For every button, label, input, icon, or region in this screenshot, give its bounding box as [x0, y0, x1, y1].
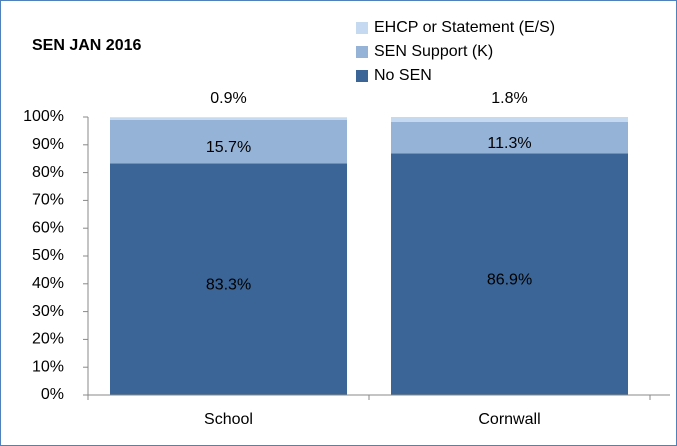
bar-segment [391, 122, 628, 154]
chart-title: SEN JAN 2016 [32, 37, 141, 54]
legend-label: SEN Support (K) [374, 43, 493, 60]
legend-label: EHCP or Statement (E/S) [374, 19, 555, 36]
y-tick-label: 70% [32, 192, 64, 209]
data-label: 86.9% [487, 271, 532, 288]
data-label: 0.9% [210, 90, 246, 107]
legend-swatch [356, 70, 368, 82]
bar-segment [391, 153, 628, 395]
y-tick-label: 0% [41, 386, 64, 403]
bar-segment [110, 119, 347, 164]
data-label: 1.8% [491, 90, 527, 107]
y-tick-label: 90% [32, 136, 64, 153]
bar-segment [110, 163, 347, 395]
legend-swatch [356, 46, 368, 58]
data-label: 83.3% [206, 276, 251, 293]
y-tick-label: 20% [32, 331, 64, 348]
data-label: 11.3% [487, 135, 531, 152]
y-tick-label: 50% [32, 247, 64, 264]
legend-label: No SEN [374, 67, 432, 84]
bar-segment [110, 117, 347, 120]
x-tick-label: Cornwall [478, 411, 540, 428]
y-tick-label: 30% [32, 303, 64, 320]
y-tick-label: 40% [32, 275, 64, 292]
x-tick-label: School [204, 411, 253, 428]
y-tick-label: 100% [23, 108, 64, 125]
y-tick-label: 80% [32, 164, 64, 181]
y-tick-label: 60% [32, 219, 64, 236]
legend-swatch [356, 22, 368, 34]
y-tick-label: 10% [32, 358, 64, 375]
data-label: 15.7% [206, 139, 251, 156]
bar-segment [391, 117, 628, 123]
